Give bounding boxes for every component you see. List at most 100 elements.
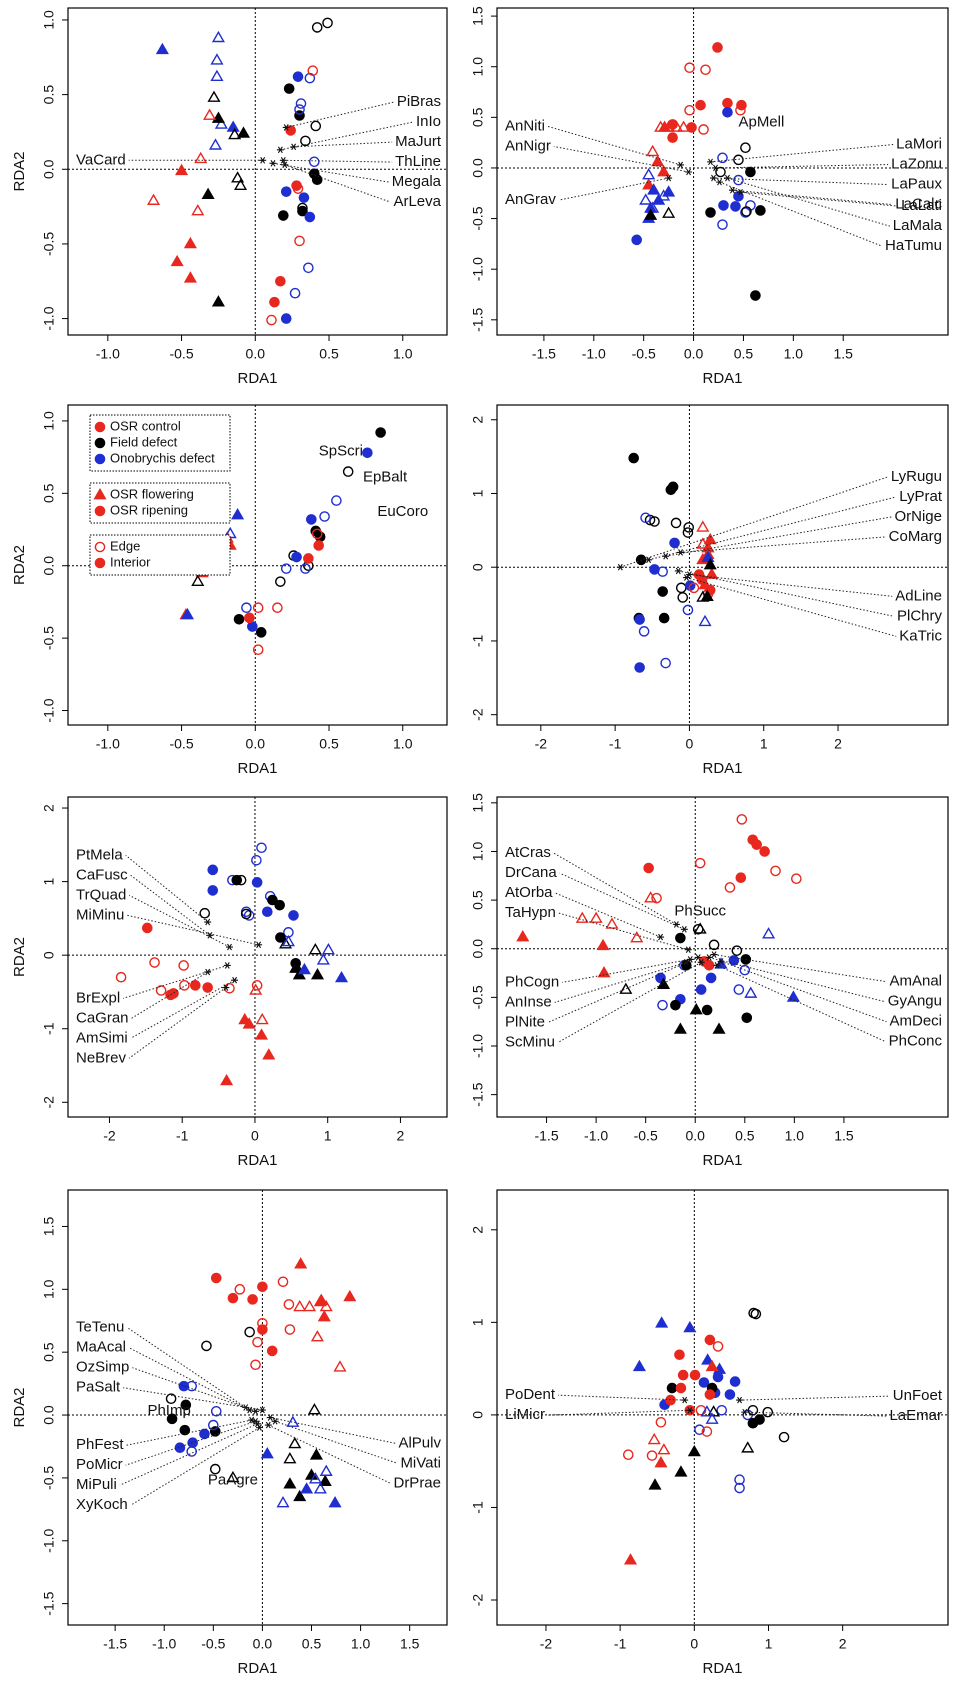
species-point	[675, 568, 682, 574]
point	[175, 1443, 184, 1452]
x-tick-label: -1	[614, 1636, 627, 1652]
x-tick-label: 0.0	[246, 346, 266, 362]
point	[760, 847, 769, 856]
point	[660, 613, 669, 622]
species-leader	[129, 988, 226, 1059]
species-leader	[666, 517, 892, 556]
species-point	[681, 1397, 688, 1403]
page: {"chart_data": [ {"type": "scatter", "xl…	[0, 0, 955, 1705]
point	[242, 603, 251, 612]
point	[643, 169, 654, 178]
point	[273, 603, 282, 612]
species-leader	[548, 126, 681, 164]
species-label: PhConc	[889, 1033, 943, 1050]
point	[717, 1406, 726, 1415]
species-label: MiVati	[400, 1454, 441, 1471]
y-tick-label: 1.5	[470, 6, 486, 26]
x-tick-label: 1	[324, 1128, 332, 1144]
point	[705, 961, 714, 970]
point	[699, 1378, 708, 1387]
y-tick-label: 0.0	[41, 556, 57, 576]
x-tick-label: 0.5	[302, 1636, 322, 1652]
point	[257, 843, 266, 852]
point	[232, 509, 243, 518]
point	[320, 512, 329, 521]
point	[632, 235, 641, 244]
species-leader	[129, 1348, 250, 1410]
y-tick-label: 0	[41, 951, 57, 959]
point	[742, 1443, 753, 1452]
point	[335, 1362, 346, 1371]
point	[667, 1383, 676, 1392]
species-point	[255, 942, 262, 948]
species-label: InIo	[416, 113, 441, 130]
y-tick-label: -0.5	[41, 1466, 57, 1490]
point	[248, 622, 257, 631]
y-tick-label: 1.0	[41, 411, 57, 431]
point	[332, 496, 341, 505]
point	[157, 44, 168, 53]
legend-label: Interior	[110, 554, 151, 569]
point	[723, 108, 732, 117]
point	[305, 212, 314, 221]
x-tick-label: 2	[839, 1636, 847, 1652]
point	[212, 1273, 221, 1282]
point	[376, 428, 385, 437]
y-tick-label: -0.5	[470, 206, 486, 230]
point	[238, 128, 249, 137]
point	[256, 1030, 267, 1039]
point	[718, 220, 727, 229]
plot-frame	[68, 8, 447, 335]
point	[658, 587, 667, 596]
species-point	[736, 1397, 743, 1403]
point	[652, 156, 663, 165]
point	[143, 923, 152, 932]
species-point	[662, 553, 669, 559]
x-tick-label: 1.5	[834, 1128, 854, 1144]
point	[670, 538, 679, 547]
x-tick-label: -1.0	[96, 736, 120, 752]
point	[304, 1301, 315, 1310]
species-label: AtCras	[505, 844, 551, 861]
x-tick-label: 1.0	[785, 1128, 805, 1144]
point	[301, 1484, 312, 1493]
x-tick-label: -1.5	[103, 1636, 127, 1652]
species-label: PoDent	[505, 1386, 556, 1403]
y-tick-label: 0.0	[470, 939, 486, 959]
species-point	[657, 934, 664, 940]
point	[185, 238, 196, 247]
x-tick-label: 0.5	[735, 1128, 755, 1144]
point	[195, 153, 206, 162]
point	[656, 1418, 665, 1427]
species-leader	[689, 575, 892, 597]
y-tick-label: 2	[470, 416, 486, 424]
x-tick-label: -0.5	[634, 1128, 658, 1144]
species-leader	[620, 477, 888, 567]
y-axis-title: RDA2	[11, 1387, 28, 1427]
point	[736, 873, 745, 882]
y-axis-title: RDA2	[11, 545, 28, 585]
y-tick-label: -2	[470, 708, 486, 721]
point	[679, 1371, 688, 1380]
point	[257, 1014, 268, 1023]
point	[792, 874, 801, 883]
species-label: AtOrba	[505, 884, 553, 901]
species-label: NeBrev	[76, 1049, 127, 1066]
x-tick-label: 1.5	[833, 346, 853, 362]
x-tick-label: 2	[834, 736, 842, 752]
x-tick-label: -1.5	[534, 1128, 558, 1144]
species-label: HaTumu	[885, 237, 942, 254]
species-label: PhCogn	[505, 973, 559, 990]
point	[284, 1300, 293, 1309]
species-label: BrExpl	[76, 989, 120, 1006]
x-tick-label: -2	[103, 1128, 116, 1144]
y-tick-label: 1.0	[41, 1279, 57, 1299]
species-label: SpScri	[319, 442, 363, 459]
point	[668, 133, 677, 142]
species-point	[707, 159, 714, 165]
species-leader	[126, 855, 208, 922]
point	[299, 193, 308, 202]
point	[689, 1446, 700, 1455]
point	[228, 1294, 237, 1303]
point	[208, 886, 217, 895]
